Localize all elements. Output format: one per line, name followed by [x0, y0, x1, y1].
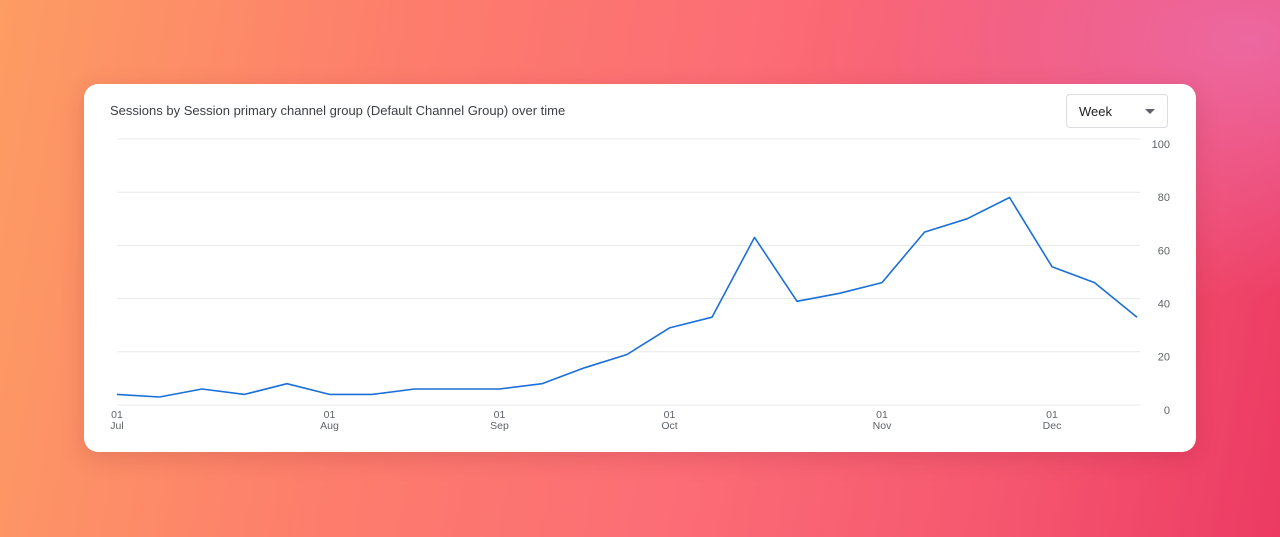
interval-dropdown[interactable]: Week: [1066, 94, 1168, 128]
y-tick-label: 60: [1158, 245, 1170, 257]
x-tick-label: 01 Nov: [872, 409, 892, 432]
y-tick-label: 20: [1158, 352, 1170, 364]
line-series: [116, 196, 1138, 398]
x-tick-label: 01 Aug: [320, 409, 339, 432]
y-tick-label: 0: [1164, 405, 1170, 417]
y-tick-label: 40: [1158, 299, 1170, 311]
y-tick-label: 100: [1152, 139, 1170, 151]
x-tick-label: 01 Jul: [110, 409, 124, 432]
chart-card: Sessions by Session primary channel grou…: [84, 84, 1196, 452]
chart-title: Sessions by Session primary channel grou…: [110, 103, 566, 118]
y-tick-label: 80: [1158, 192, 1170, 204]
x-tick-label: 01 Sep: [490, 409, 509, 432]
chart: 0 20 40 60 80 100: [116, 138, 1170, 417]
dropdown-arrow[interactable]: [1145, 109, 1155, 115]
x-tick-label: 01 Oct: [661, 409, 678, 432]
x-tick-label: 01 Dec: [1042, 409, 1062, 432]
interval-label[interactable]: Week: [1079, 104, 1112, 119]
